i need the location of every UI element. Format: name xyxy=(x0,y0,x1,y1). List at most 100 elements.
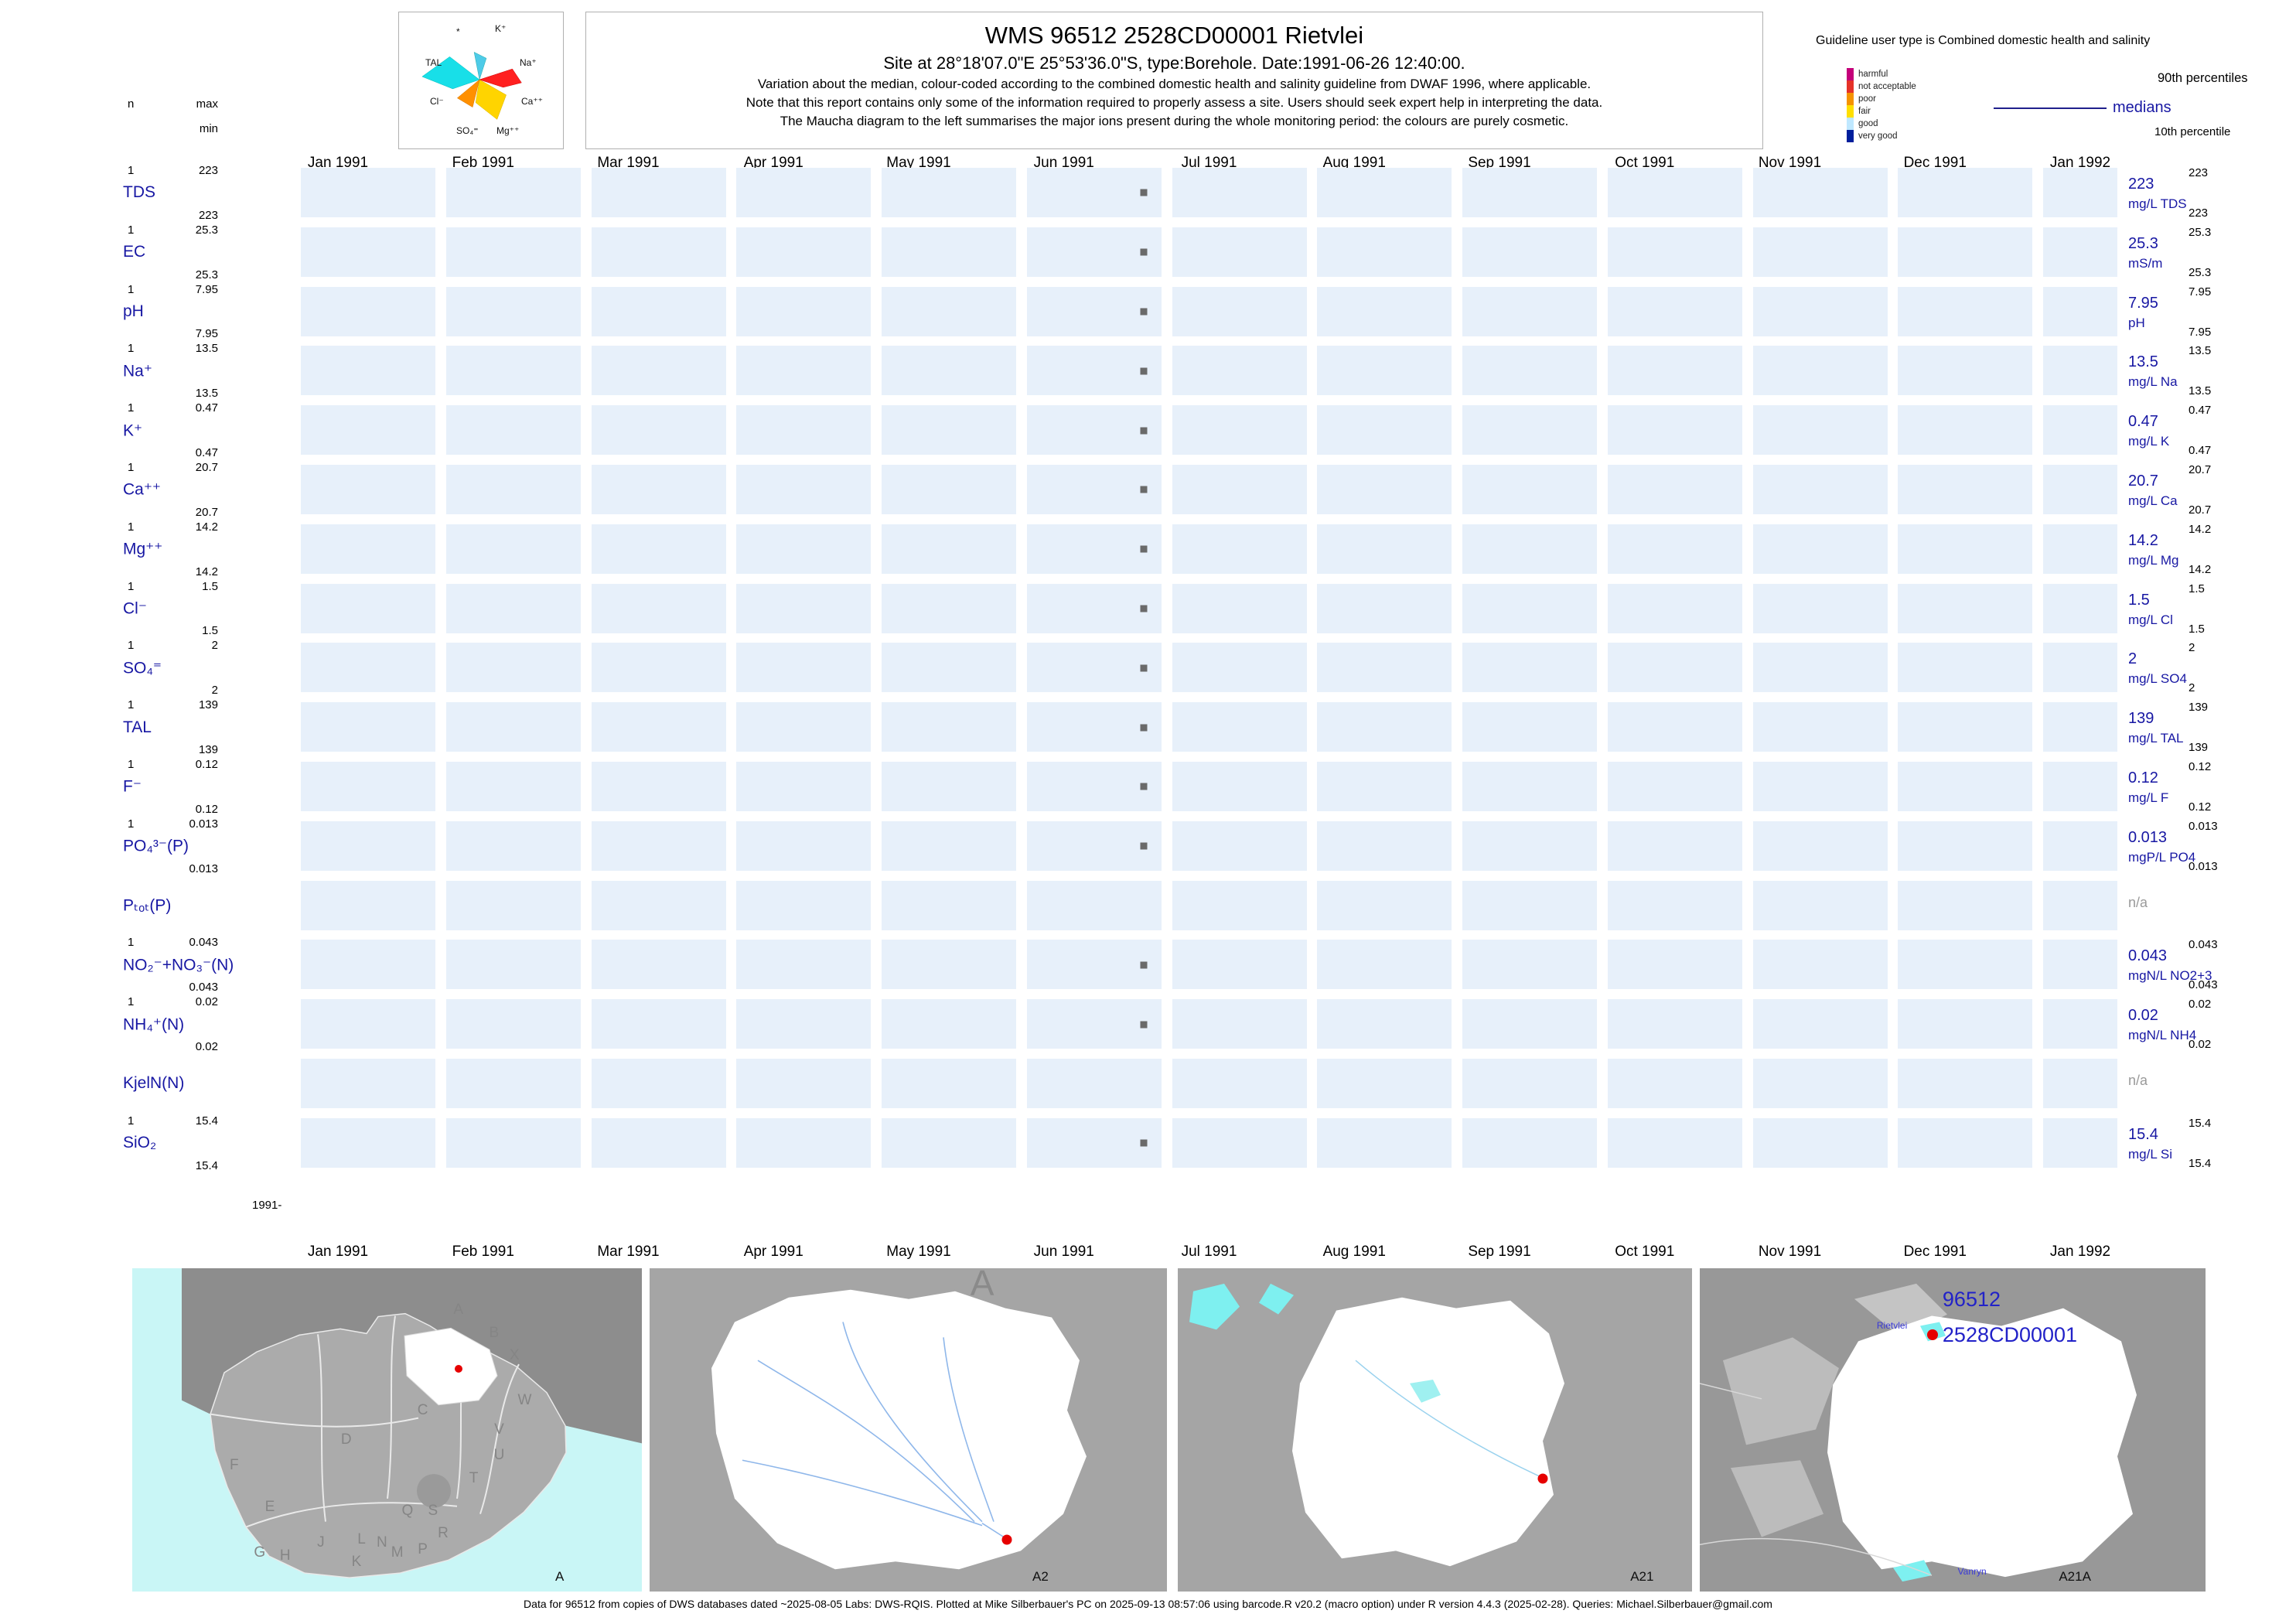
month-band xyxy=(1172,999,1307,1049)
max-value: 15.4 xyxy=(195,1114,218,1128)
min-value: 20.7 xyxy=(195,505,218,519)
month-band xyxy=(301,940,435,990)
guideline-scale-row: harmful xyxy=(1847,68,1916,80)
month-band xyxy=(882,761,1016,811)
month-tick-label: Apr 1991 xyxy=(743,155,803,171)
parameter-label: pH xyxy=(123,302,144,320)
month-band xyxy=(2043,1058,2117,1108)
month-band xyxy=(882,346,1016,396)
row-statistics: 7.95 7.95 pH 7.95 xyxy=(2128,282,2292,342)
month-band xyxy=(1752,405,1888,455)
month-band xyxy=(1898,583,2033,633)
month-band xyxy=(301,821,435,871)
sample-point xyxy=(1140,427,1148,435)
month-band xyxy=(1026,1117,1162,1168)
month-band xyxy=(882,583,1016,633)
month-band xyxy=(445,227,581,277)
month-band xyxy=(1462,286,1597,336)
region-big-letter: A xyxy=(970,1268,994,1303)
max-column-header: max xyxy=(196,97,218,111)
parameter-row: 1 2 SO₄⁼ 2 2 2 mg/L SO4 2 xyxy=(0,638,2296,698)
month-band xyxy=(1026,999,1162,1049)
month-band xyxy=(591,821,726,871)
month-band xyxy=(2043,940,2117,990)
month-band xyxy=(1752,702,1888,752)
panel-tag: A21 xyxy=(1630,1568,1654,1584)
month-band xyxy=(736,227,872,277)
median-value: 14.2 xyxy=(2128,531,2158,549)
month-tick-label: Jul 1991 xyxy=(1181,155,1237,171)
max-value: 0.02 xyxy=(195,995,218,1009)
p10-value: 0.013 xyxy=(2189,859,2218,873)
p10-legend-label: 10th percentile xyxy=(2154,125,2231,138)
month-band xyxy=(2043,524,2117,574)
month-band xyxy=(301,346,435,396)
month-band xyxy=(1317,168,1452,217)
sample-count: 1 xyxy=(128,1114,135,1128)
guideline-scale-row: fair xyxy=(1847,105,1916,118)
month-band xyxy=(1607,168,1742,217)
month-band xyxy=(1752,583,1888,633)
month-band xyxy=(1026,464,1162,514)
month-band xyxy=(736,1058,872,1108)
sample-count: 1 xyxy=(128,401,135,415)
month-band xyxy=(1172,1058,1307,1108)
month-band xyxy=(1172,702,1307,752)
month-band xyxy=(1607,524,1742,574)
month-band xyxy=(445,999,581,1049)
month-band xyxy=(591,405,726,455)
month-band xyxy=(1317,1058,1452,1108)
guideline-color-scale: harmful not acceptable poor fair good very go… xyxy=(1847,68,1916,142)
month-tick-label: Oct 1991 xyxy=(1615,1244,1675,1260)
min-value: 25.3 xyxy=(195,268,218,281)
medians-legend: medians xyxy=(1994,99,2171,117)
month-band xyxy=(882,643,1016,693)
month-band xyxy=(1172,880,1307,930)
month-band xyxy=(445,880,581,930)
month-band xyxy=(591,761,726,811)
month-band xyxy=(1752,643,1888,693)
primary-region-map xyxy=(650,1268,1167,1592)
month-band-strip xyxy=(301,761,2117,811)
parameter-row: 1 0.47 K⁺ 0.47 0.47 0.47 mg/L K 0.47 xyxy=(0,401,2296,460)
month-tick-label: Aug 1991 xyxy=(1322,155,1386,171)
p90-value: 1.5 xyxy=(2189,582,2205,595)
drainage-region-letter: C xyxy=(417,1401,428,1418)
month-band xyxy=(591,286,726,336)
parameter-label: EC xyxy=(123,243,146,261)
p90-value: 139 xyxy=(2189,701,2209,715)
parameter-row: 1 15.4 SiO₂ 15.4 15.4 15.4 mg/L Si 15.4 xyxy=(0,1114,2296,1173)
guideline-color-swatch xyxy=(1847,105,1854,118)
parameter-label: Ca⁺⁺ xyxy=(123,480,162,499)
p90-value: 7.95 xyxy=(2189,285,2212,299)
month-band xyxy=(445,702,581,752)
sample-count: 1 xyxy=(128,936,135,950)
month-band xyxy=(1026,524,1162,574)
drainage-region-letter: A xyxy=(453,1302,464,1319)
p10-value: 25.3 xyxy=(2189,265,2212,279)
month-band xyxy=(445,643,581,693)
month-band xyxy=(1317,821,1452,871)
month-band xyxy=(1898,702,2033,752)
row-statistics: 20.7 20.7 mg/L Ca 20.7 xyxy=(2128,460,2292,520)
month-band xyxy=(736,702,872,752)
month-band xyxy=(301,761,435,811)
sample-count: 1 xyxy=(128,223,135,237)
p10-value: 0.47 xyxy=(2189,444,2212,458)
month-band xyxy=(736,405,872,455)
row-statistics: 0.02 0.02 mgN/L NH4 0.02 xyxy=(2128,995,2292,1054)
month-band xyxy=(1026,880,1162,930)
month-band xyxy=(1898,880,2033,930)
month-band xyxy=(591,643,726,693)
p10-value: 223 xyxy=(2189,206,2209,220)
month-band xyxy=(1026,821,1162,871)
unit-label: mg/L K xyxy=(2128,434,2170,449)
p90-value: 223 xyxy=(2189,166,2209,179)
month-band xyxy=(1607,346,1742,396)
max-value: 223 xyxy=(198,164,218,177)
month-band xyxy=(1172,346,1307,396)
month-tick-label: Jul 1991 xyxy=(1181,1244,1237,1260)
sample-point xyxy=(1140,783,1148,790)
month-band xyxy=(1898,227,2033,277)
sample-point xyxy=(1140,189,1148,196)
